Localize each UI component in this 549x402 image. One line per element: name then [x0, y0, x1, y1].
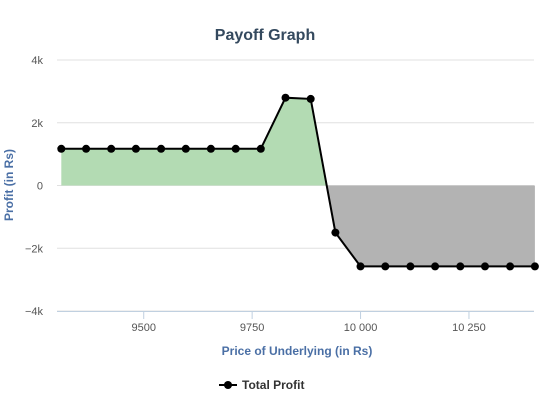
- y-tick-label-2: 0: [37, 181, 43, 193]
- data-point-2: [107, 144, 116, 153]
- data-point-14: [406, 262, 415, 271]
- data-point-3: [131, 144, 140, 153]
- y-tick-label-4: 4k: [31, 55, 43, 67]
- legend-label-total-profit: Total Profit: [242, 378, 304, 392]
- data-point-17: [481, 262, 489, 271]
- x-tick-label-1: 9750: [240, 322, 264, 334]
- data-point-1: [82, 144, 91, 153]
- x-axis-title: Price of Underlying (in Rs): [222, 344, 373, 358]
- legend[interactable]: Total Profit: [219, 378, 304, 392]
- payoff-areas: [61, 97, 535, 267]
- data-point-15: [431, 262, 440, 271]
- x-axis: 9500 9750 10 000 10 250: [57, 311, 534, 334]
- payoff-line: [61, 96, 535, 268]
- y-tick-label-1: −2k: [25, 243, 44, 255]
- data-point-16: [456, 262, 465, 271]
- data-point-13: [381, 262, 390, 271]
- chart-title: Payoff Graph: [215, 27, 315, 44]
- data-point-10: [306, 94, 315, 103]
- data-point-12: [356, 262, 365, 271]
- data-point-9: [281, 93, 290, 102]
- total-profit-line: [61, 96, 535, 268]
- data-point-11: [331, 228, 340, 237]
- y-axis: −4k −2k 0 2k 4k: [25, 55, 44, 318]
- x-tick-label-2: 10 000: [344, 322, 378, 334]
- x-tick-label-3: 10 250: [452, 322, 486, 334]
- data-point-19: [530, 262, 539, 271]
- data-point-5: [181, 144, 190, 153]
- data-point-18: [506, 262, 515, 271]
- data-point-0: [57, 144, 66, 153]
- x-tick-label-0: 9500: [131, 322, 155, 334]
- data-point-4: [157, 144, 166, 153]
- y-axis-title: Profit (in Rs): [2, 149, 16, 221]
- legend-point-marker: [224, 381, 232, 389]
- data-points: [57, 93, 539, 271]
- data-point-8: [256, 144, 265, 153]
- profit-area: [61, 97, 535, 186]
- loss-area: [61, 185, 535, 267]
- data-point-6: [206, 144, 215, 153]
- y-tick-label-0: −4k: [25, 306, 44, 318]
- data-point-7: [231, 144, 240, 153]
- y-tick-label-3: 2k: [31, 118, 43, 130]
